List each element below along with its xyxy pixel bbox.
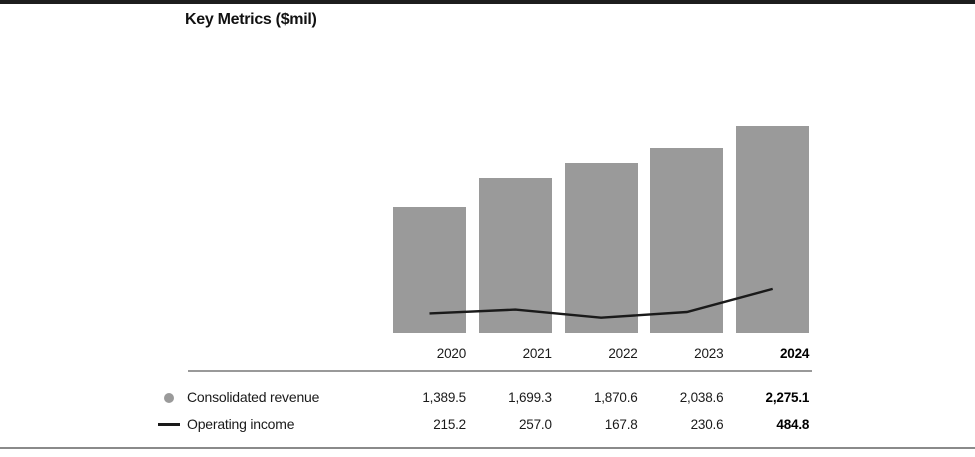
year-label-2022: 2022 bbox=[608, 346, 638, 361]
operating-income-value-2023: 230.6 bbox=[690, 417, 724, 432]
operating-income-value-2024: 484.8 bbox=[776, 417, 810, 432]
revenue-row-label: Consolidated revenue bbox=[187, 389, 320, 405]
revenue-legend-dot-icon bbox=[164, 392, 174, 403]
revenue-value-2020: 1,389.5 bbox=[422, 390, 466, 405]
operating-income-value-2020: 215.2 bbox=[433, 417, 466, 432]
top-border bbox=[0, 0, 975, 4]
revenue-bar-2020 bbox=[393, 206, 466, 333]
revenue-value-2024: 2,275.1 bbox=[765, 390, 810, 405]
revenue-value-2021: 1,699.3 bbox=[508, 390, 552, 405]
chart-title: Key Metrics ($mil) bbox=[185, 11, 317, 28]
operating-income-value-2022: 167.8 bbox=[604, 417, 638, 432]
year-header-row: 2020 2021 2022 2023 2024 bbox=[0, 345, 975, 362]
revenue-value-2023: 2,038.6 bbox=[679, 390, 724, 405]
operating-income-legend-line-icon bbox=[158, 423, 180, 426]
operating-income-row: Operating income 215.2 257.0 167.8 230.6 484.… bbox=[0, 416, 975, 433]
revenue-bar-2021 bbox=[478, 178, 552, 333]
revenue-value-2022: 1,870.6 bbox=[593, 390, 638, 405]
year-label-2023: 2023 bbox=[694, 346, 724, 361]
year-label-2020: 2020 bbox=[436, 346, 466, 361]
revenue-bar-2024 bbox=[736, 126, 810, 333]
bottom-rule bbox=[0, 447, 975, 449]
consolidated-revenue-row: Consolidated revenue 1,389.5 1,699.3 1,870.… bbox=[0, 389, 975, 406]
year-label-2024: 2024 bbox=[779, 346, 810, 361]
operating-income-row-label: Operating income bbox=[187, 416, 295, 432]
revenue-bar-2023 bbox=[650, 147, 724, 333]
operating-income-value-2021: 257.0 bbox=[519, 417, 552, 432]
revenue-bar-2022 bbox=[564, 162, 638, 333]
table-header-rule bbox=[188, 370, 812, 372]
year-label-2021: 2021 bbox=[522, 346, 552, 361]
